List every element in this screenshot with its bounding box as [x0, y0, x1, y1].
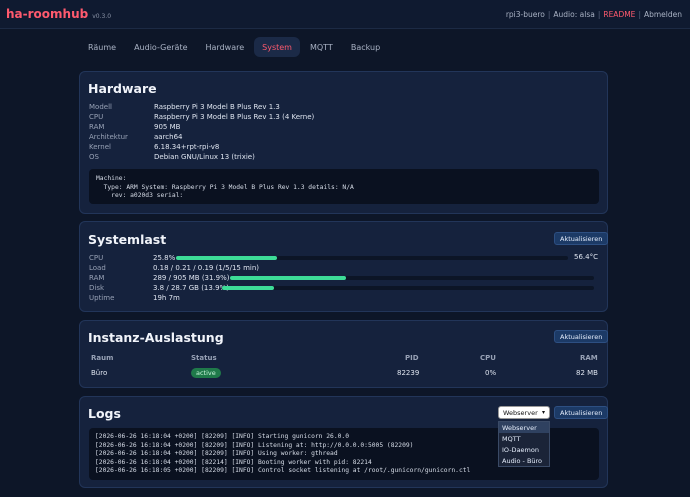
- instanz-card: Instanz-Auslastung Aktualisieren Raum St…: [79, 320, 609, 388]
- hw-row-architektur: Architektur aarch64: [89, 132, 314, 142]
- ram-key: RAM: [89, 274, 105, 282]
- host-name: rpi3-buero: [505, 9, 545, 19]
- separator: |: [638, 9, 641, 19]
- machine-info-block: Machine: Type: ARM System: Raspberry Pi …: [89, 169, 599, 204]
- uptime-value: 19h 7m: [153, 294, 180, 302]
- load-value: 0.18 / 0.21 / 0.19 (1/5/15 min): [153, 264, 260, 272]
- tab-raeume[interactable]: Räume: [88, 42, 117, 52]
- uptime-key: Uptime: [89, 294, 115, 302]
- cpu-value: 25.8%: [153, 254, 176, 262]
- hw-value: Raspberry Pi 3 Model B Plus Rev 1.3: [154, 103, 280, 111]
- top-bar: ha-roomhub v0.3.0 rpi3-buero | Audio: al…: [0, 0, 690, 29]
- log-option-io-daemon[interactable]: IO-Daemon: [502, 445, 539, 454]
- hw-row-ram: RAM 905 MB: [89, 122, 314, 132]
- col-header-raum: Raum: [91, 354, 114, 362]
- log-source-dropdown: Webserver MQTT IO-Daemon Audio - Büro: [498, 421, 550, 467]
- separator: |: [597, 9, 601, 19]
- hw-value: 905 MB: [154, 123, 181, 131]
- log-source-select[interactable]: Webserver ▾: [498, 406, 550, 419]
- cell-cpu: 0%: [485, 369, 497, 377]
- temperature: 56.4°C: [574, 253, 598, 261]
- hw-key: Kernel: [89, 143, 111, 151]
- disk-value: 3.8 / 28.7 GB (13.9%): [153, 284, 229, 292]
- disk-bar-fill: [222, 286, 274, 290]
- cell-ram: 82 MB: [576, 369, 598, 377]
- hw-row-cpu: CPU Raspberry Pi 3 Model B Plus Rev 1.3 (…: [89, 112, 314, 122]
- hw-value: Raspberry Pi 3 Model B Plus Rev 1.3 (4 K…: [154, 113, 315, 121]
- ram-bar: [230, 276, 594, 280]
- instanz-refresh-button[interactable]: Aktualisieren: [554, 330, 609, 343]
- hw-key: Modell: [89, 103, 112, 111]
- instanz-title: Instanz-Auslastung: [88, 330, 224, 345]
- log-option-audio-buero[interactable]: Audio - Büro: [502, 456, 543, 465]
- hw-value: aarch64: [154, 133, 183, 141]
- uptime-row: Uptime 19h 7m: [89, 293, 180, 303]
- hw-value: Debian GNU/Linux 13 (trixie): [154, 153, 255, 161]
- chevron-down-icon: ▾: [541, 409, 545, 416]
- logout-link[interactable]: Abmelden: [643, 9, 682, 19]
- cell-raum: Büro: [91, 369, 108, 377]
- hw-value: 6.18.34+rpt-rpi-v8: [154, 143, 220, 151]
- separator: |: [547, 9, 551, 19]
- hw-row-os: OS Debian GNU/Linux 13 (trixie): [89, 152, 314, 162]
- log-source-value: Webserver: [503, 408, 538, 417]
- log-option-webserver[interactable]: Webserver: [499, 422, 549, 433]
- ram-value: 289 / 905 MB (31.9%): [153, 274, 230, 282]
- log-option-mqtt[interactable]: MQTT: [502, 434, 521, 443]
- systemlast-title: Systemlast: [88, 232, 167, 247]
- tab-audio-geraete[interactable]: Audio-Geräte: [134, 42, 188, 52]
- col-header-ram: RAM: [580, 354, 598, 362]
- cpu-row: CPU 25.8%: [89, 253, 175, 263]
- logs-title: Logs: [88, 406, 121, 421]
- hardware-title: Hardware: [88, 81, 157, 96]
- logs-refresh-button[interactable]: Aktualisieren: [554, 406, 609, 419]
- audio-status: Audio: alsa: [553, 9, 595, 19]
- load-row: Load 0.18 / 0.21 / 0.19 (1/5/15 min): [89, 263, 259, 273]
- ram-bar-fill: [230, 276, 347, 280]
- cpu-bar: [176, 256, 568, 260]
- load-key: Load: [89, 264, 106, 272]
- tab-backup[interactable]: Backup: [350, 42, 381, 52]
- hw-row-modell: Modell Raspberry Pi 3 Model B Plus Rev 1.…: [89, 102, 314, 112]
- cell-pid: 82239: [397, 369, 420, 377]
- col-header-pid: PID: [405, 354, 419, 362]
- systemlast-card: Systemlast Aktualisieren CPU 25.8% 56.4°…: [79, 221, 609, 312]
- systemlast-refresh-button[interactable]: Aktualisieren: [554, 232, 609, 245]
- cpu-key: CPU: [89, 254, 104, 262]
- app-version: v0.3.0: [92, 13, 112, 20]
- tab-mqtt[interactable]: MQTT: [309, 42, 333, 52]
- disk-key: Disk: [89, 284, 105, 292]
- hw-key: OS: [89, 153, 99, 161]
- hw-row-kernel: Kernel 6.18.34+rpt-rpi-v8: [89, 142, 314, 152]
- hardware-card: Hardware Modell Raspberry Pi 3 Model B Pl…: [79, 71, 608, 214]
- col-header-status: Status: [191, 354, 217, 362]
- hw-key: RAM: [89, 123, 105, 131]
- brand: ha-roomhub v0.3.0: [6, 7, 111, 21]
- status-badge: active: [191, 368, 221, 378]
- hardware-info-list: Modell Raspberry Pi 3 Model B Plus Rev 1.…: [89, 102, 314, 162]
- hw-key: CPU: [89, 113, 104, 121]
- cpu-bar-fill: [176, 256, 278, 260]
- app-name[interactable]: ha-roomhub: [6, 7, 89, 21]
- main-tabs: Räume Audio-Geräte Hardware System MQTT …: [80, 37, 388, 57]
- disk-row: Disk 3.8 / 28.7 GB (13.9%): [89, 283, 229, 293]
- tab-system[interactable]: System: [254, 37, 300, 57]
- disk-bar: [222, 286, 594, 290]
- tab-hardware[interactable]: Hardware: [205, 42, 245, 52]
- col-header-cpu: CPU: [480, 354, 496, 362]
- readme-link[interactable]: README: [603, 9, 636, 19]
- top-right-info: rpi3-buero | Audio: alsa | README | Abme…: [506, 10, 682, 19]
- ram-row: RAM 289 / 905 MB (31.9%): [89, 273, 230, 283]
- hw-key: Architektur: [89, 133, 128, 141]
